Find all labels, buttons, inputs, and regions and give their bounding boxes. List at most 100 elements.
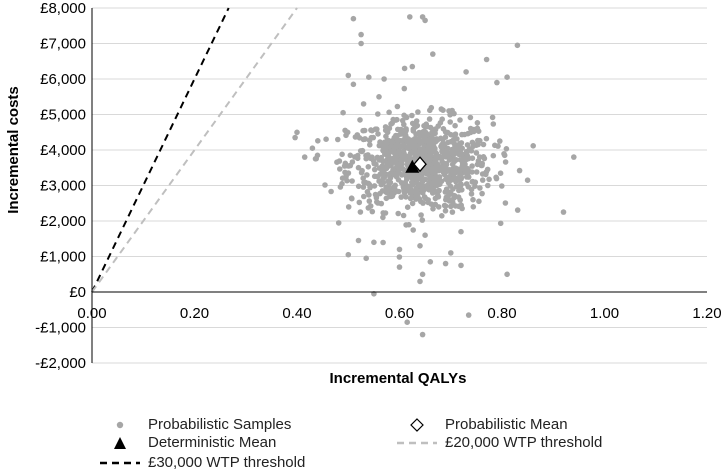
sample-point bbox=[409, 200, 416, 207]
sample-point bbox=[389, 139, 396, 145]
sample-point bbox=[454, 136, 460, 142]
sample-point bbox=[442, 189, 449, 195]
sample-point bbox=[395, 149, 402, 156]
sample-point bbox=[350, 81, 357, 88]
sample-point bbox=[294, 129, 300, 136]
sample-point bbox=[365, 205, 372, 211]
sample-point bbox=[434, 137, 441, 143]
sample-point bbox=[493, 175, 500, 182]
sample-point bbox=[469, 178, 476, 185]
sample-point bbox=[384, 137, 391, 144]
sample-point bbox=[499, 183, 505, 189]
sample-point bbox=[400, 142, 406, 148]
x-tick-label: 0.40 bbox=[282, 305, 311, 322]
sample-point bbox=[359, 167, 365, 174]
sample-point bbox=[430, 187, 437, 193]
sample-point bbox=[355, 237, 362, 244]
sample-point bbox=[380, 214, 386, 221]
sample-point bbox=[448, 138, 454, 145]
sample-point bbox=[514, 42, 521, 49]
sample-point bbox=[366, 137, 373, 144]
sample-point bbox=[369, 208, 376, 215]
mean-markers bbox=[405, 156, 427, 173]
sample-point bbox=[292, 134, 298, 141]
sample-point bbox=[473, 150, 480, 156]
sample-point bbox=[463, 156, 470, 163]
sample-point bbox=[394, 103, 401, 110]
sample-point bbox=[394, 136, 400, 143]
sample-point bbox=[432, 195, 439, 202]
sample-point bbox=[459, 131, 465, 138]
sample-point bbox=[447, 156, 453, 162]
sample-point bbox=[450, 172, 457, 178]
sample-point bbox=[428, 152, 434, 158]
legend-deterministic-mean: Deterministic Mean bbox=[100, 434, 276, 451]
sample-point bbox=[497, 170, 504, 176]
sample-point bbox=[342, 169, 348, 176]
sample-point bbox=[392, 188, 399, 195]
sample-point bbox=[457, 181, 464, 187]
y-tick-label: £0 bbox=[69, 284, 86, 301]
sample-point bbox=[446, 198, 453, 204]
sample-point bbox=[342, 127, 348, 134]
sample-point bbox=[442, 260, 449, 267]
x-tick-label: 1.00 bbox=[590, 305, 619, 322]
sample-point bbox=[427, 175, 433, 181]
sample-point bbox=[396, 264, 403, 270]
sample-point bbox=[399, 117, 406, 124]
sample-point bbox=[409, 112, 415, 119]
sample-point bbox=[425, 197, 432, 203]
sample-point bbox=[301, 154, 308, 160]
sample-point bbox=[448, 250, 454, 256]
sample-point bbox=[347, 152, 354, 159]
axes bbox=[91, 8, 707, 363]
sample-point bbox=[426, 160, 432, 167]
sample-point bbox=[365, 180, 372, 187]
sample-point bbox=[355, 183, 362, 190]
sample-point bbox=[486, 176, 492, 183]
sample-point bbox=[452, 122, 458, 129]
sample-point bbox=[387, 179, 394, 186]
x-tick-label: 0.00 bbox=[77, 305, 106, 322]
sample-point bbox=[441, 153, 447, 159]
sample-point bbox=[456, 187, 462, 194]
sample-point bbox=[448, 203, 454, 210]
sample-point bbox=[483, 56, 490, 63]
sample-point bbox=[398, 194, 405, 200]
sample-point bbox=[497, 220, 504, 227]
y-tick-label: -£1,000 bbox=[35, 320, 86, 337]
sample-point bbox=[360, 127, 366, 134]
sample-point bbox=[424, 171, 430, 177]
sample-point bbox=[442, 208, 449, 214]
sample-point bbox=[571, 154, 577, 160]
sample-point bbox=[457, 150, 464, 156]
y-tick-label: £8,000 bbox=[40, 0, 86, 17]
sample-point bbox=[418, 212, 424, 218]
sample-point bbox=[367, 184, 373, 191]
sample-point bbox=[360, 136, 367, 143]
sample-point bbox=[514, 207, 521, 213]
sample-point bbox=[442, 129, 449, 135]
sample-point bbox=[374, 199, 380, 205]
sample-point bbox=[315, 138, 321, 144]
sample-point bbox=[429, 134, 435, 141]
sample-point bbox=[453, 166, 459, 172]
sample-point bbox=[401, 112, 407, 119]
sample-point bbox=[407, 195, 414, 202]
sample-point bbox=[452, 193, 458, 199]
sample-point bbox=[439, 213, 445, 219]
sample-point bbox=[376, 157, 383, 163]
x-tick-label: 1.20 bbox=[692, 305, 721, 322]
sample-point bbox=[430, 51, 436, 57]
sample-point bbox=[449, 161, 456, 168]
sample-point bbox=[464, 171, 471, 177]
sample-point bbox=[444, 147, 450, 154]
sample-point bbox=[323, 136, 329, 142]
sample-point bbox=[345, 251, 352, 258]
sample-point bbox=[422, 232, 428, 238]
legend-triangle-icon bbox=[100, 435, 140, 451]
sample-point bbox=[504, 271, 510, 278]
sample-point bbox=[430, 206, 436, 212]
sample-point bbox=[429, 181, 435, 187]
sample-point bbox=[436, 187, 442, 194]
